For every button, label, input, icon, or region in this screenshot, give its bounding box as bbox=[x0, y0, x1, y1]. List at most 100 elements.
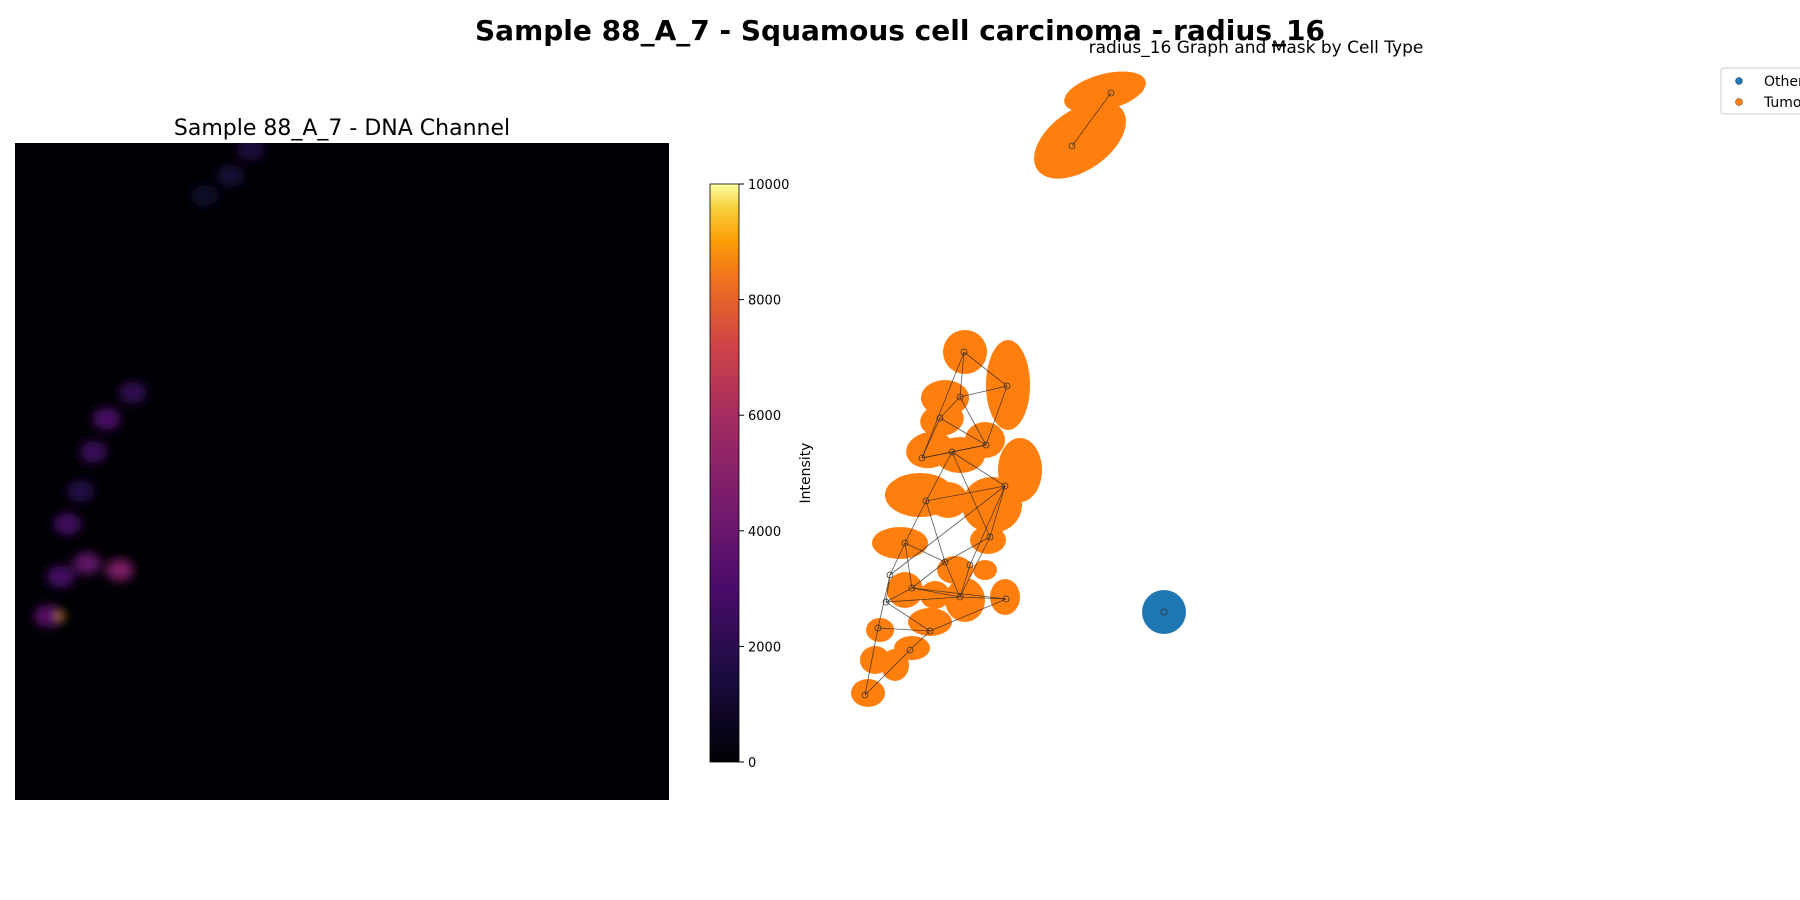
cell-mask-tumor bbox=[872, 527, 928, 559]
graph-edge bbox=[909, 630, 931, 651]
legend-marker-other bbox=[1735, 77, 1743, 85]
node-tumor bbox=[861, 691, 869, 699]
node-tumor bbox=[1001, 482, 1009, 490]
colorbar-tick-label: 6000 bbox=[748, 409, 781, 424]
legend: Other Tumor bbox=[1720, 67, 1800, 115]
cell-mask-tumor bbox=[986, 340, 1030, 430]
graph-edge bbox=[925, 500, 946, 563]
graph-edge bbox=[904, 500, 927, 544]
node-tumor bbox=[941, 558, 949, 566]
graph-edge bbox=[969, 485, 1006, 566]
node-tumor bbox=[1107, 89, 1115, 97]
cell-mask-tumor bbox=[935, 437, 985, 473]
graph-nodes bbox=[861, 89, 1168, 699]
cell-mask-tumor bbox=[943, 330, 987, 374]
legend-label-other: Other bbox=[1764, 74, 1800, 90]
node-tumor bbox=[918, 454, 926, 462]
node-tumor bbox=[956, 593, 964, 601]
graph-edge bbox=[925, 451, 953, 502]
graph-edge bbox=[951, 444, 987, 453]
colorbar-label: Intensity bbox=[798, 443, 814, 504]
heatmap-region bbox=[79, 440, 108, 463]
heatmap-region bbox=[53, 513, 82, 536]
heatmap-region bbox=[66, 480, 95, 503]
graph-edge bbox=[939, 417, 987, 446]
graph-edge bbox=[951, 451, 1006, 487]
graph-edge bbox=[985, 385, 1008, 446]
cell-mask-tumor bbox=[928, 482, 968, 518]
graph-edge bbox=[959, 385, 1008, 398]
colorbar-tick-label: 4000 bbox=[748, 525, 781, 540]
graph-edge bbox=[864, 627, 879, 696]
legend-label-tumor: Tumor bbox=[1763, 95, 1800, 111]
colorbar-ticks: 0 2000 4000 6000 8000 10000 bbox=[739, 178, 789, 771]
node-tumor bbox=[922, 497, 930, 505]
figure-title: Sample 88_A_7 - Squamous cell carcinoma … bbox=[475, 14, 1325, 47]
graph-edge bbox=[911, 561, 946, 589]
graph-edge bbox=[889, 485, 1006, 576]
cell-mask-tumor bbox=[1064, 71, 1146, 113]
heatmap-region bbox=[190, 184, 219, 207]
colorbar-tick-label: 10000 bbox=[748, 178, 789, 193]
node-tumor bbox=[874, 624, 882, 632]
heatmap-region bbox=[33, 605, 62, 628]
graph-edge bbox=[911, 587, 961, 598]
graph-edge bbox=[944, 536, 991, 563]
node-tumor bbox=[986, 533, 994, 541]
cell-mask-tumor bbox=[1034, 101, 1126, 179]
node-tumor bbox=[982, 441, 990, 449]
graph-edge bbox=[963, 351, 1008, 387]
cell-mask-tumor bbox=[851, 679, 885, 707]
heatmap-image bbox=[15, 143, 669, 800]
node-tumor bbox=[901, 539, 909, 547]
graph-edge bbox=[959, 564, 971, 598]
node-tumor bbox=[966, 561, 974, 569]
graph-edge bbox=[877, 627, 931, 632]
node-tumor bbox=[948, 448, 956, 456]
node-tumor bbox=[882, 598, 890, 606]
heatmap-region bbox=[105, 559, 134, 582]
graph-edge bbox=[921, 451, 953, 459]
colorbar-tick-label: 2000 bbox=[748, 640, 781, 655]
node-tumor bbox=[886, 571, 894, 579]
graph-edge bbox=[885, 601, 931, 632]
node-tumor bbox=[926, 627, 934, 635]
graph-edge bbox=[951, 451, 991, 538]
graph-edge bbox=[959, 536, 991, 598]
colorbar-tick-label: 8000 bbox=[748, 294, 781, 309]
cell-mask-tumor bbox=[973, 560, 997, 580]
node-tumor bbox=[906, 646, 914, 654]
cell-mask-tumor bbox=[908, 608, 952, 636]
graph-edge bbox=[885, 587, 913, 603]
graph-edge bbox=[904, 542, 946, 563]
cell-mask-other bbox=[1142, 590, 1186, 634]
graph-edge bbox=[921, 417, 941, 459]
graph-edge bbox=[1071, 92, 1112, 147]
colorbar bbox=[709, 183, 740, 763]
colorbar-tick-label: 0 bbox=[748, 756, 756, 771]
heatmap-region bbox=[216, 164, 245, 187]
node-tumor bbox=[956, 393, 964, 401]
graph-edge bbox=[959, 396, 987, 446]
graph-edges bbox=[864, 92, 1112, 696]
graph-edge bbox=[904, 542, 913, 589]
legend-marker-tumor bbox=[1735, 98, 1743, 106]
graph-edge bbox=[939, 396, 961, 419]
node-other bbox=[1160, 608, 1168, 616]
node-tumor bbox=[936, 414, 944, 422]
graph-edge bbox=[864, 649, 911, 696]
graph-edge bbox=[959, 596, 1007, 600]
cell-masks bbox=[851, 71, 1186, 707]
node-tumor bbox=[1002, 595, 1010, 603]
heatmap-region bbox=[92, 407, 121, 430]
graph-edge bbox=[925, 485, 1006, 502]
node-tumor bbox=[960, 348, 968, 356]
graph-edge bbox=[877, 574, 891, 629]
heatmap-region bbox=[118, 381, 147, 404]
heatmap-region bbox=[56, 612, 65, 621]
cell-mask-tumor bbox=[937, 556, 973, 584]
graph-edge bbox=[929, 598, 1007, 632]
node-tumor bbox=[1068, 142, 1076, 150]
cell-mask-tumor bbox=[962, 477, 1022, 533]
